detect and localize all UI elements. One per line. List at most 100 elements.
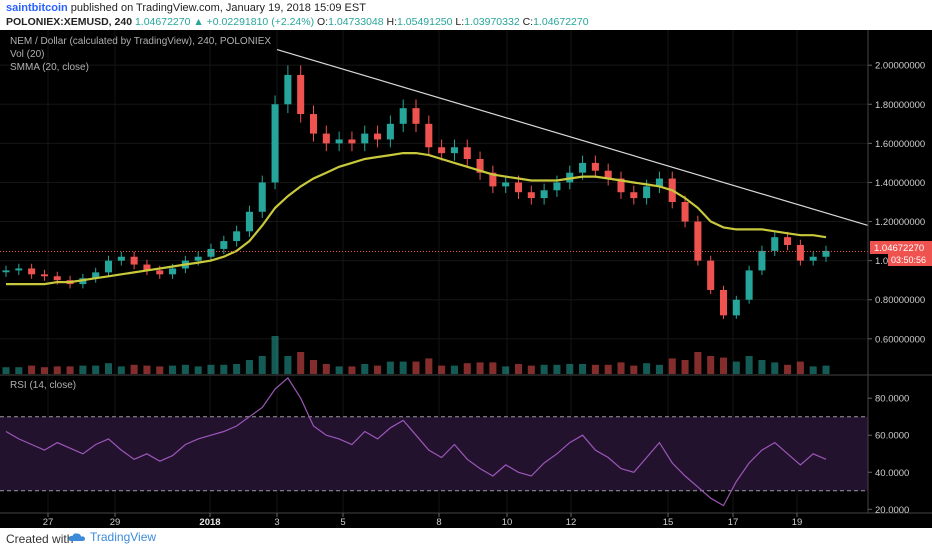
time-tick-label: 15 xyxy=(663,517,674,528)
volume-bar xyxy=(79,365,87,374)
candle-body xyxy=(15,268,23,271)
volume-bar xyxy=(758,360,766,374)
timer-badge xyxy=(888,254,932,266)
time-tick-label: 2018 xyxy=(199,517,220,528)
volume-bar xyxy=(130,364,138,374)
candle-body xyxy=(297,74,305,115)
candle-body xyxy=(40,274,48,277)
volume-bar xyxy=(361,364,369,374)
volume-bar xyxy=(502,366,510,374)
volume-bar xyxy=(681,360,689,374)
volume-bar xyxy=(335,366,343,374)
volume-bar xyxy=(40,367,48,374)
price-tick-label: 2.00000000 xyxy=(875,61,925,72)
volume-bar xyxy=(258,356,266,374)
chart-canvas[interactable]: 2.00000000 1.80000000 1.60000000 1.40000000… xyxy=(0,30,932,528)
volume-bar xyxy=(527,365,535,374)
volume-bar xyxy=(630,365,638,374)
volume-bar xyxy=(771,362,779,374)
volume-bar xyxy=(604,364,612,374)
candle-body xyxy=(361,133,369,144)
volume-bar xyxy=(668,358,676,374)
candle-body xyxy=(335,139,343,144)
candle-body xyxy=(207,248,215,257)
author-link[interactable]: saintbitcoin xyxy=(6,2,68,14)
volume-bar xyxy=(66,366,74,374)
chart-area[interactable]: 2.00000000 1.80000000 1.60000000 1.40000000… xyxy=(0,30,932,528)
candle-body xyxy=(450,147,458,154)
candle-body xyxy=(194,256,202,261)
volume-bar xyxy=(707,356,715,374)
candle-body xyxy=(374,133,382,140)
rsi-tick-label: 20.0000 xyxy=(875,505,909,516)
close-value: 1.04672270 xyxy=(533,16,589,28)
candle-body xyxy=(28,268,36,275)
volume-bar xyxy=(348,366,356,374)
tradingview-brand[interactable]: TradingView xyxy=(68,530,156,544)
volume-bar xyxy=(796,361,804,374)
volume-bar xyxy=(399,361,407,374)
candle-body xyxy=(809,256,817,261)
candle-body xyxy=(130,256,138,265)
symbol-label: POLONIEX:XEMUSD, 240 xyxy=(6,16,133,28)
candle-body xyxy=(412,108,420,124)
candle-body xyxy=(143,264,151,271)
volume-bar xyxy=(284,356,292,374)
tradingview-cloud-icon xyxy=(68,533,85,541)
candle-body xyxy=(117,256,125,261)
candle-body xyxy=(719,289,728,316)
volume-bar xyxy=(143,365,151,374)
price-tick-label: 0.60000000 xyxy=(875,334,925,345)
time-tick-label: 27 xyxy=(43,517,54,528)
volume-bar xyxy=(809,366,817,374)
volume-bar xyxy=(540,364,548,374)
candle-body xyxy=(771,237,779,251)
volume-bar xyxy=(745,356,753,374)
volume-bar xyxy=(425,358,433,374)
candle-body xyxy=(322,133,330,144)
candle-body xyxy=(732,299,740,316)
open-value: 1.04733048 xyxy=(328,16,384,28)
low-value: 1.03970332 xyxy=(464,16,520,28)
candle-body xyxy=(463,147,471,159)
price-badge-value: 1.04672270 xyxy=(874,243,924,254)
candle-body xyxy=(643,186,651,199)
tradingview-brand-label: TradingView xyxy=(90,530,157,544)
volume-bar xyxy=(617,362,625,374)
volume-bar xyxy=(156,366,164,374)
candle-body xyxy=(579,162,587,173)
footer: Created with TradingView xyxy=(0,528,932,550)
trendline xyxy=(276,48,869,227)
low-label: L: xyxy=(455,16,465,28)
high-value: 1.05491250 xyxy=(397,16,453,28)
price-tick-label: 1.60000000 xyxy=(875,139,925,150)
volume-legend: Vol (20) xyxy=(10,49,44,60)
volume-bar xyxy=(28,365,36,374)
volume-bar xyxy=(53,366,61,374)
candle-body xyxy=(386,123,394,140)
candle-body xyxy=(425,123,433,148)
rsi-tick-label: 80.0000 xyxy=(875,394,909,405)
candlesticks xyxy=(2,65,830,319)
price-badge xyxy=(870,241,932,254)
price-change: ▲ +0.02291810 (+2.24%) xyxy=(193,16,315,28)
volume-bar xyxy=(784,364,792,374)
candle-body xyxy=(784,237,792,245)
volume-bar xyxy=(655,364,663,374)
volume-bar xyxy=(476,362,484,374)
volume-bar xyxy=(220,364,228,374)
volume-bar xyxy=(386,361,394,374)
smma-legend: SMMA (20, close) xyxy=(10,62,89,73)
candle-body xyxy=(822,250,830,257)
publish-header: saintbitcoin published on TradingView.co… xyxy=(0,0,932,30)
volume-bar xyxy=(822,365,830,374)
candle-body xyxy=(233,231,241,242)
rsi-legend: RSI (14, close) xyxy=(10,380,76,391)
volume-bar xyxy=(2,367,10,374)
volume-bar xyxy=(694,352,702,374)
time-tick-label: 12 xyxy=(566,517,577,528)
volume-bar xyxy=(297,352,305,374)
candle-body xyxy=(514,182,523,193)
candle-body xyxy=(309,114,318,134)
candle-body xyxy=(796,245,804,261)
